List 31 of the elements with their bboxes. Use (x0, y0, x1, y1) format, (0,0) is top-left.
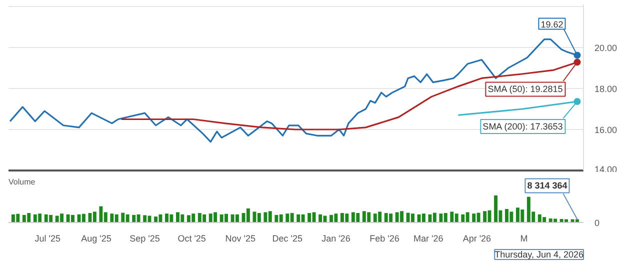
annotation: SMA (50): 19.2815 (488, 84, 563, 94)
y-tick-label: 16.00 (594, 124, 618, 135)
bar (257, 213, 261, 222)
text: 0 (594, 218, 600, 228)
x-tick-label: Jan '26 (322, 234, 350, 244)
x-tick-label: M (520, 234, 528, 244)
bar (318, 214, 322, 222)
x-tick-label: Oct '25 (178, 234, 206, 244)
y-tick-label: 20.00 (594, 42, 618, 53)
bar (308, 213, 312, 222)
x-tick-label: Jul '25 (34, 234, 61, 244)
bar (82, 214, 86, 222)
annotation: 19.62 (540, 19, 564, 30)
chart-title: Volume (8, 178, 36, 186)
bar (483, 211, 487, 222)
point (574, 52, 581, 59)
x-tick-label: Aug '25 (81, 234, 112, 244)
bar (246, 208, 250, 222)
x-tick-label: Dec '25 (272, 234, 302, 244)
point (574, 98, 581, 105)
annotation: 8 314 364 (527, 180, 568, 191)
x-tick-label: Mar '26 (414, 234, 444, 244)
point (574, 58, 581, 66)
y-tick-label: 18.00 (594, 84, 618, 94)
x-tick-label: Sep '25 (130, 234, 160, 244)
bar (143, 215, 147, 222)
x-tick-label: Feb '26 (370, 234, 400, 244)
x-tick-label: Nov '25 (225, 234, 256, 244)
x-tick-label: Apr '26 (462, 234, 492, 244)
annotation: SMA (200): 17.3653 (482, 122, 563, 132)
bar (422, 214, 426, 222)
